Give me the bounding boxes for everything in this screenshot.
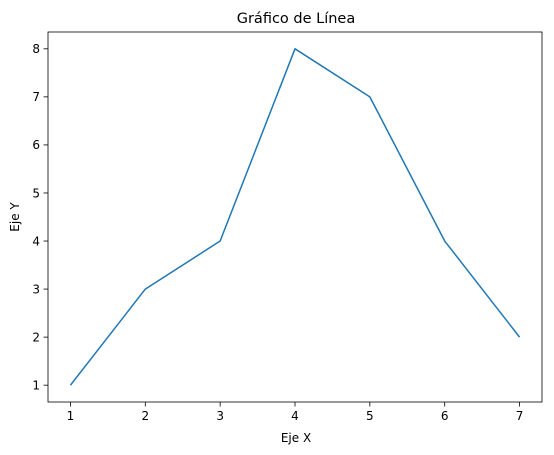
y-tick-label: 6 — [32, 138, 40, 152]
plot-area — [47, 31, 543, 403]
series-line-0 — [69, 48, 521, 386]
x-axis: 1 2 3 4 5 6 7 — [67, 402, 524, 423]
x-tick-label: 4 — [291, 409, 299, 423]
series-layer — [69, 48, 521, 386]
y-tick-label: 1 — [32, 378, 40, 392]
x-tick-label: 6 — [441, 409, 449, 423]
x-tick-label: 5 — [366, 409, 374, 423]
y-tick-label: 7 — [32, 90, 40, 104]
y-axis: 1 2 3 4 5 6 7 8 — [32, 42, 48, 392]
y-axis-label: Eje Y — [8, 202, 22, 232]
x-axis-label: Eje X — [281, 431, 311, 445]
x-tick-label: 1 — [67, 409, 75, 423]
x-tick-label: 2 — [141, 409, 149, 423]
y-tick-label: 4 — [32, 234, 40, 248]
y-tick-label: 2 — [32, 330, 40, 344]
x-tick-label: 3 — [216, 409, 224, 423]
chart-title: Gráfico de Línea — [237, 11, 356, 27]
x-tick-label: 7 — [516, 409, 524, 423]
y-tick-label: 3 — [32, 282, 40, 296]
plot-frame — [47, 31, 543, 403]
y-tick-label: 8 — [32, 42, 40, 56]
y-tick-label: 5 — [32, 186, 40, 200]
